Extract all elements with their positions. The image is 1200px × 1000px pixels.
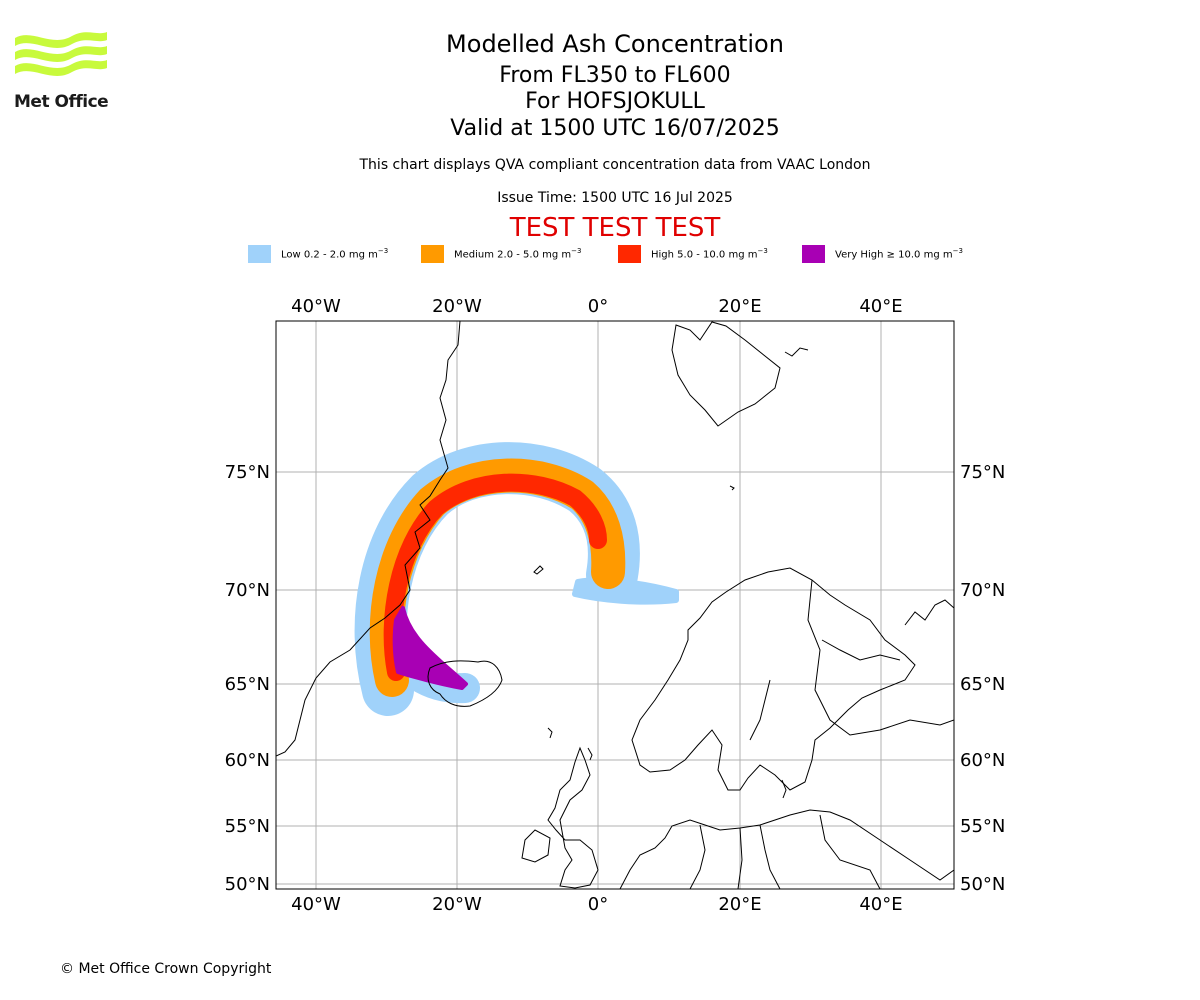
british-isles-coast	[547, 746, 599, 889]
lon-label-bottom: 20°E	[718, 894, 761, 915]
lat-label-right: 55°N	[960, 816, 1005, 837]
lon-label-bottom: 0°	[588, 894, 608, 915]
lon-label-top: 20°E	[718, 296, 761, 317]
met-office-wave-icon	[15, 32, 107, 76]
lat-label-left: 75°N	[225, 462, 270, 483]
ash-low-band	[354, 442, 640, 716]
legend-swatch-very-high	[802, 245, 825, 263]
scandinavia-coast	[631, 567, 916, 791]
svalbard-coast	[671, 321, 781, 427]
copyright-notice: © Met Office Crown Copyright	[60, 961, 272, 977]
graticule	[276, 321, 954, 889]
ash-low-tail	[572, 577, 679, 605]
legend-label-very-high: Very High ≥ 10.0 mg m	[835, 249, 953, 261]
latitude-labels-left: 75°N 70°N 65°N 60°N 55°N 50°N	[225, 462, 270, 895]
legend-swatch-low	[248, 245, 271, 263]
longitude-labels-bottom: 40°W 20°W 0° 20°E 40°E	[291, 894, 902, 915]
lat-label-right: 65°N	[960, 674, 1005, 695]
legend-swatch-medium	[421, 245, 444, 263]
lon-label-top: 0°	[588, 296, 608, 317]
lon-label-top: 40°W	[291, 296, 341, 317]
ash-plume	[354, 442, 679, 716]
legend-label-high: High 5.0 - 10.0 mg m	[651, 249, 758, 261]
lat-label-right: 70°N	[960, 580, 1005, 601]
compliance-note: This chart displays QVA compliant concen…	[359, 157, 871, 173]
lat-label-left: 70°N	[225, 580, 270, 601]
lon-label-top: 40°E	[859, 296, 902, 317]
ash-very-high-core	[392, 606, 468, 690]
map-frame	[275, 320, 955, 890]
lon-label-bottom: 20°W	[432, 894, 482, 915]
legend-label-medium: Medium 2.0 - 5.0 mg m	[454, 249, 572, 261]
ash-high-band	[383, 473, 607, 681]
lat-label-left: 65°N	[225, 674, 270, 695]
lat-label-right: 50°N	[960, 874, 1005, 895]
legend-swatch-high	[618, 245, 641, 263]
flight-level-subtitle: From FL350 to FL600	[499, 63, 731, 88]
test-banner: TEST TEST TEST	[509, 213, 721, 243]
lat-label-right: 75°N	[960, 462, 1005, 483]
issue-time: Issue Time: 1500 UTC 16 Jul 2025	[497, 190, 733, 206]
lat-label-left: 50°N	[225, 874, 270, 895]
legend-item-high: High 5.0 - 10.0 mg m−3	[618, 244, 768, 264]
lon-label-top: 20°W	[432, 296, 482, 317]
greenland-coast	[276, 321, 461, 757]
volcano-subtitle: For HOFSJOKULL	[525, 89, 705, 114]
valid-time: Valid at 1500 UTC 16/07/2025	[450, 116, 780, 141]
lon-label-bottom: 40°W	[291, 894, 341, 915]
europe-coast	[619, 809, 954, 889]
brand-text: Met Office	[14, 92, 109, 112]
legend-item-very-high: Very High ≥ 10.0 mg m−3	[802, 244, 963, 264]
legend-label-low: Low 0.2 - 2.0 mg m	[281, 249, 378, 261]
lat-label-right: 60°N	[960, 750, 1005, 771]
lat-label-left: 55°N	[225, 816, 270, 837]
legend-item-low: Low 0.2 - 2.0 mg m−3	[248, 244, 388, 264]
lat-label-left: 60°N	[225, 750, 270, 771]
ash-low-south	[373, 625, 480, 704]
latitude-labels-right: 75°N 70°N 65°N 60°N 55°N 50°N	[960, 462, 1005, 895]
coastlines	[276, 321, 954, 889]
legend-item-medium: Medium 2.0 - 5.0 mg m−3	[421, 244, 581, 264]
chart-title: Modelled Ash Concentration	[446, 30, 784, 58]
ash-medium-band	[369, 458, 626, 697]
longitude-labels-top: 40°W 20°W 0° 20°E 40°E	[291, 296, 902, 317]
iceland-coast	[427, 660, 503, 707]
lon-label-bottom: 40°E	[859, 894, 902, 915]
